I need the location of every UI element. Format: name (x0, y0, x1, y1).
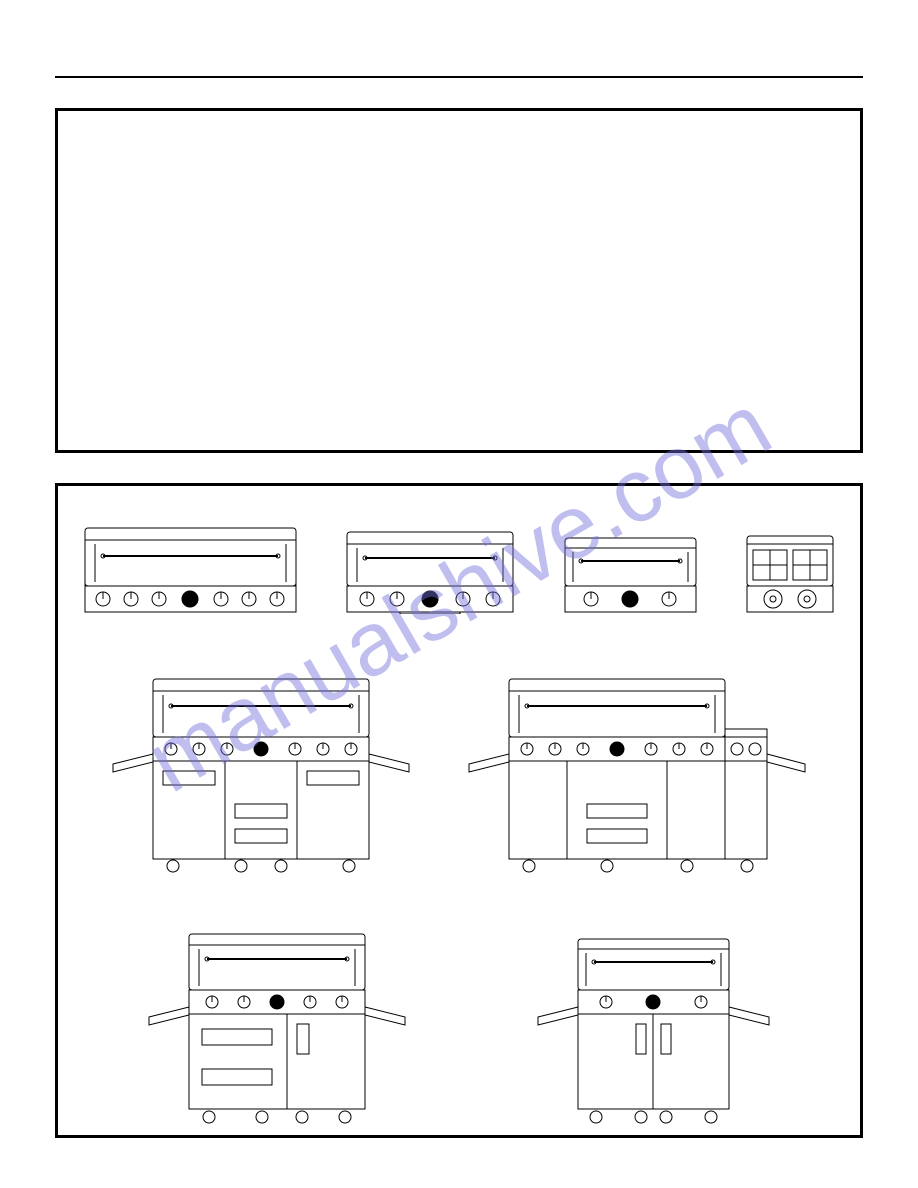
diagram-row-3 (83, 929, 835, 1124)
spec-box-top (55, 108, 863, 453)
diagram-row-1 (83, 526, 835, 614)
diagram-builtin-small (563, 526, 698, 614)
diagram-row-2 (83, 674, 835, 874)
diagram-cart-small (536, 929, 771, 1124)
diagram-builtin-large (83, 526, 298, 614)
diagram-cart-large-sideburner (467, 674, 807, 874)
diagram-cart-large (111, 674, 411, 874)
diagram-side-burner (745, 534, 835, 614)
diagram-box (55, 483, 863, 1138)
diagram-cart-medium (147, 929, 407, 1124)
header-rule (55, 76, 863, 78)
diagram-builtin-medium (345, 526, 515, 614)
